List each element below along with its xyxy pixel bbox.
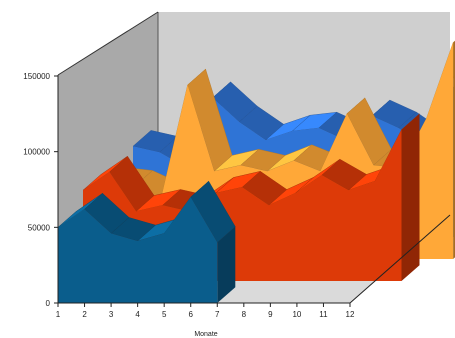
x-tick-label: 7 <box>215 310 220 319</box>
series-2-end-cap <box>401 113 420 281</box>
x-tick-label: 6 <box>189 310 194 319</box>
y-tick-label: 50000 <box>28 223 51 232</box>
floor-edge-line <box>349 214 451 304</box>
x-tick-label: 2 <box>82 310 87 319</box>
x-axis-title: Monate <box>194 331 217 338</box>
series-1 <box>57 180 236 303</box>
x-tick-label: 10 <box>292 310 301 319</box>
series-layer <box>57 40 455 303</box>
x-tick-label: 12 <box>346 310 355 319</box>
x-tick-label: 8 <box>242 310 247 319</box>
y-tick-label: 100000 <box>23 148 50 157</box>
top-edge-line <box>57 11 159 76</box>
series-1-end-cap <box>217 226 236 303</box>
series-1-front-face <box>58 197 218 303</box>
x-tick-label: 11 <box>319 310 328 319</box>
x-tick-label: 1 <box>56 310 61 319</box>
x-tick-label: 5 <box>162 310 167 319</box>
y-tick-label: 0 <box>46 299 51 308</box>
x-tick-label: 4 <box>135 310 140 319</box>
x-tick-label: 9 <box>268 310 273 319</box>
x-tick-label: 3 <box>109 310 114 319</box>
y-tick-label: 150000 <box>23 72 50 81</box>
